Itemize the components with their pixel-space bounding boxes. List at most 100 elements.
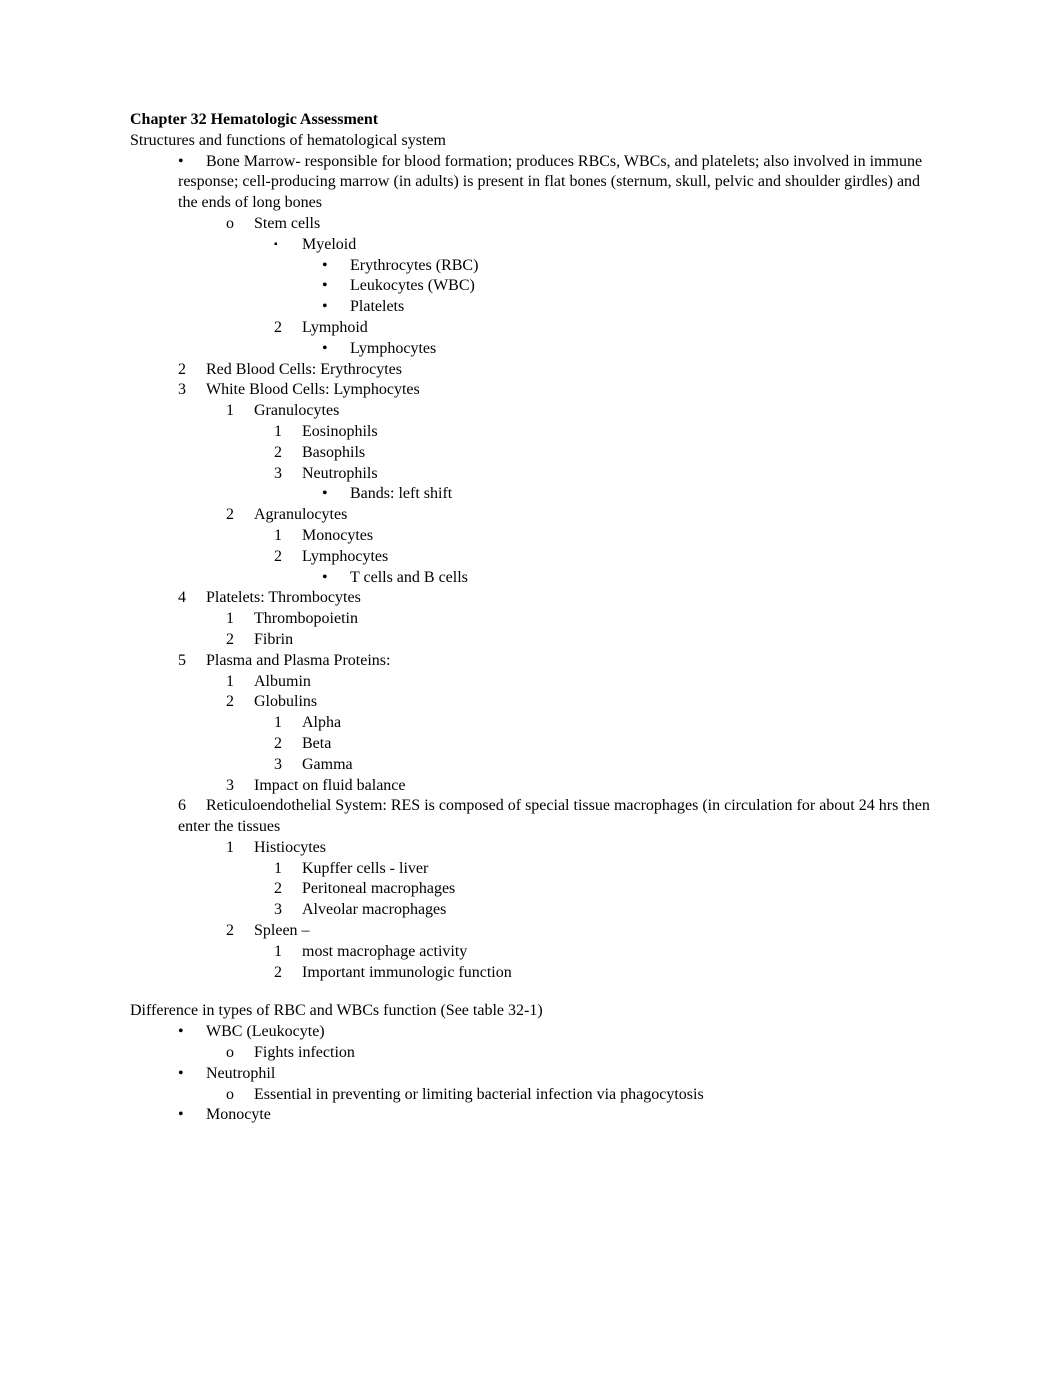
marker-o: o [226, 214, 254, 235]
lymphoid-text: Lymphoid [302, 319, 368, 336]
kupffer-text: Kupffer cells - liver [302, 860, 428, 877]
peritoneal-text: Peritoneal macrophages [302, 880, 455, 897]
lymphocytes-item: •Lymphocytes [130, 339, 932, 360]
rbc-text: Red Blood Cells: Erythrocytes [206, 361, 402, 378]
rbc-item: 2Red Blood Cells: Erythrocytes [130, 360, 932, 381]
lymphocytes-text: Lymphocytes [350, 340, 436, 357]
myeloid-text: Myeloid [302, 236, 356, 253]
thrombopoietin-text: Thrombopoietin [254, 610, 358, 627]
marker-1: 1 [226, 609, 254, 630]
bullet-disc-icon: • [178, 1022, 206, 1043]
marker-3: 3 [274, 900, 302, 921]
monocyte-item: •Monocyte [130, 1105, 932, 1126]
immunologic-text: Important immunologic function [302, 964, 512, 981]
fights-infection-item: oFights infection [130, 1043, 932, 1064]
neutrophil-desc-text: Essential in preventing or limiting bact… [254, 1086, 704, 1103]
alveolar-item: 3Alveolar macrophages [130, 900, 932, 921]
tcells-text: T cells and B cells [350, 569, 468, 586]
granulocytes-item: 1Granulocytes [130, 401, 932, 422]
bone-marrow-item: •Bone Marrow- responsible for blood form… [130, 152, 932, 214]
marker-1: 1 [274, 713, 302, 734]
neutrophil-desc-item: oEssential in preventing or limiting bac… [130, 1085, 932, 1106]
marker-1: 1 [226, 838, 254, 859]
bullet-disc-icon: • [178, 1064, 206, 1085]
wbc-item: 3White Blood Cells: Lymphocytes [130, 380, 932, 401]
beta-item: 2Beta [130, 734, 932, 755]
basophils-item: 2Basophils [130, 443, 932, 464]
alpha-item: 1Alpha [130, 713, 932, 734]
res-text: Reticuloendothelial System: RES is compo… [178, 797, 930, 835]
fights-infection-text: Fights infection [254, 1044, 355, 1061]
lymphocytes2-text: Lymphocytes [302, 548, 388, 565]
erythrocytes-item: •Erythrocytes (RBC) [130, 256, 932, 277]
marker-o: o [226, 1043, 254, 1064]
marker-1: 1 [274, 422, 302, 443]
leukocytes-text: Leukocytes (WBC) [350, 277, 475, 294]
fibrin-text: Fibrin [254, 631, 293, 648]
monocytes-item: 1Monocytes [130, 526, 932, 547]
histiocytes-item: 1Histiocytes [130, 838, 932, 859]
plasma-text: Plasma and Plasma Proteins: [206, 652, 390, 669]
erythrocytes-text: Erythrocytes (RBC) [350, 257, 478, 274]
platelets-thromb-text: Platelets: Thrombocytes [206, 589, 361, 606]
marker-3: 3 [274, 755, 302, 776]
section-heading-1: Structures and functions of hematologica… [130, 131, 932, 152]
bullet-disc-icon: • [322, 276, 350, 297]
chapter-title: Chapter 32 Hematologic Assessment [130, 110, 932, 131]
macrophage-activity-item: 1most macrophage activity [130, 942, 932, 963]
marker-o: o [226, 1085, 254, 1106]
bands-item: •Bands: left shift [130, 484, 932, 505]
bullet-square-icon: ▪ [274, 238, 302, 251]
bullet-disc-icon: • [178, 152, 206, 173]
albumin-item: 1Albumin [130, 672, 932, 693]
marker-2: 2 [274, 547, 302, 568]
fluid-balance-item: 3Impact on fluid balance [130, 776, 932, 797]
bullet-disc-icon: • [322, 568, 350, 589]
wbc-leukocyte-item: •WBC (Leukocyte) [130, 1022, 932, 1043]
kupffer-item: 1Kupffer cells - liver [130, 859, 932, 880]
neutrophil-text: Neutrophil [206, 1065, 275, 1082]
fibrin-item: 2Fibrin [130, 630, 932, 651]
myeloid-item: ▪Myeloid [130, 235, 932, 256]
wbc-text: White Blood Cells: Lymphocytes [206, 381, 420, 398]
bands-text: Bands: left shift [350, 485, 452, 502]
albumin-text: Albumin [254, 673, 311, 690]
marker-2: 2 [178, 360, 206, 381]
lymphocytes2-item: 2Lymphocytes [130, 547, 932, 568]
platelets-item: •Platelets [130, 297, 932, 318]
granulocytes-text: Granulocytes [254, 402, 339, 419]
marker-2: 2 [274, 318, 302, 339]
wbc-leukocyte-text: WBC (Leukocyte) [206, 1023, 325, 1040]
res-item: 6Reticuloendothelial System: RES is comp… [130, 796, 932, 838]
marker-3: 3 [178, 380, 206, 401]
neutrophils-item: 3Neutrophils [130, 464, 932, 485]
immunologic-item: 2Important immunologic function [130, 963, 932, 984]
alveolar-text: Alveolar macrophages [302, 901, 446, 918]
stem-cells-text: Stem cells [254, 215, 320, 232]
marker-2: 2 [226, 630, 254, 651]
marker-5: 5 [178, 651, 206, 672]
spleen-item: 2Spleen – [130, 921, 932, 942]
monocytes-text: Monocytes [302, 527, 373, 544]
bone-marrow-text: Bone Marrow- responsible for blood forma… [178, 153, 922, 212]
marker-2: 2 [226, 505, 254, 526]
marker-1: 1 [226, 672, 254, 693]
globulins-text: Globulins [254, 693, 317, 710]
marker-1: 1 [274, 526, 302, 547]
marker-1: 1 [274, 942, 302, 963]
beta-text: Beta [302, 735, 331, 752]
spleen-text: Spleen – [254, 922, 310, 939]
bullet-disc-icon: • [322, 339, 350, 360]
bullet-disc-icon: • [178, 1105, 206, 1126]
alpha-text: Alpha [302, 714, 341, 731]
marker-6: 6 [178, 796, 206, 817]
plasma-item: 5Plasma and Plasma Proteins: [130, 651, 932, 672]
marker-2: 2 [226, 692, 254, 713]
globulins-item: 2Globulins [130, 692, 932, 713]
marker-2: 2 [274, 443, 302, 464]
tcells-item: •T cells and B cells [130, 568, 932, 589]
marker-3: 3 [274, 464, 302, 485]
section-spacer [130, 983, 932, 1001]
bullet-disc-icon: • [322, 256, 350, 277]
platelets-thromb-item: 4Platelets: Thrombocytes [130, 588, 932, 609]
